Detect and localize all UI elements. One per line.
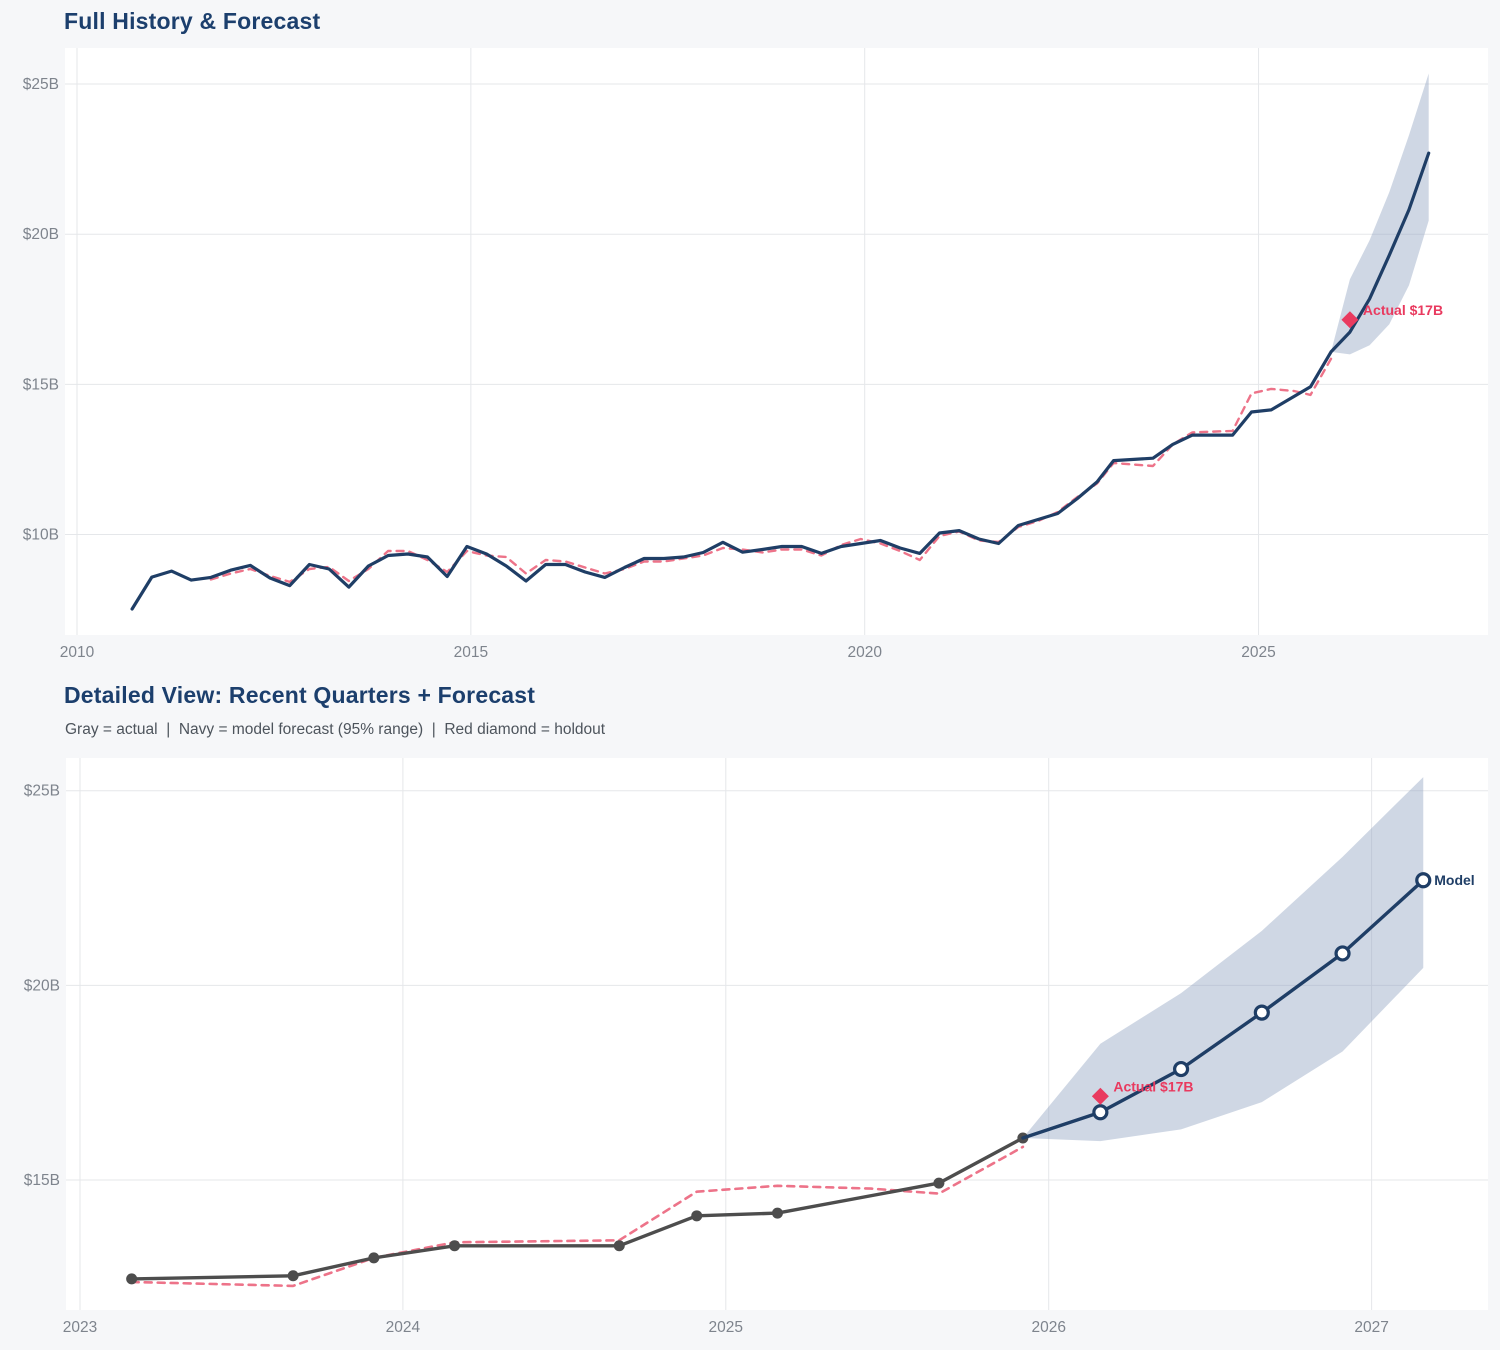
x-axis-tick-labels: 2010 2015 2020 2025 xyxy=(60,644,1276,661)
model-series-label: Model xyxy=(1434,872,1474,888)
actual-point-marker xyxy=(368,1252,380,1264)
x-tick-label: 2020 xyxy=(847,644,882,661)
x-axis-tick-labels: 2023 2024 2025 2026 2027 xyxy=(63,1319,1389,1336)
holdout-annotation-label: Actual $17B xyxy=(1363,302,1443,318)
y-axis-tick-labels: $10B $15B $20B $25B xyxy=(23,76,59,543)
x-tick-label: 2027 xyxy=(1354,1319,1388,1336)
chart-detailed-recent-quarters: Model Actual $17B 2023 2024 2025 2026 2027 $15B… xyxy=(24,758,1488,1336)
forecast-point-marker xyxy=(1092,1104,1109,1121)
x-tick-label: 2024 xyxy=(386,1319,421,1336)
series-markers-model-forecast xyxy=(1092,872,1432,1121)
x-tick-label: 2015 xyxy=(454,644,488,661)
bottom-chart-legend-subtitle: Gray = actual | Navy = model forecast (9… xyxy=(65,721,606,738)
holdout-annotation-label: Actual $17B xyxy=(1113,1078,1193,1094)
forecast-point-marker xyxy=(1415,872,1432,889)
y-tick-label: $25B xyxy=(24,783,60,800)
gridlines xyxy=(66,758,1488,1310)
forecast-point-marker xyxy=(1172,1060,1190,1078)
y-tick-label: $10B xyxy=(23,527,59,544)
plot-area xyxy=(65,48,1488,635)
series-markers-actual-recent-quarters xyxy=(126,1132,1029,1285)
forecast-confidence-band xyxy=(1331,73,1429,355)
gridlines xyxy=(65,48,1488,635)
bottom-chart-title: Detailed View: Recent Quarters + Forecas… xyxy=(64,682,536,708)
series-line-model-forecast xyxy=(1021,878,1425,1140)
actual-point-marker xyxy=(933,1177,945,1189)
x-tick-label: 2026 xyxy=(1031,1319,1065,1336)
series-line-actual-history-plus-forecast xyxy=(130,151,1431,611)
forecast-point-marker xyxy=(1334,945,1351,962)
y-tick-label: $15B xyxy=(23,376,59,393)
y-tick-label: $20B xyxy=(23,226,59,243)
actual-point-marker xyxy=(613,1240,625,1252)
x-tick-label: 2025 xyxy=(709,1319,743,1336)
y-axis-tick-labels: $15B $20B $25B xyxy=(24,783,60,1189)
forecast-confidence-band xyxy=(1022,777,1424,1142)
x-tick-label: 2023 xyxy=(63,1319,97,1336)
actual-point-marker xyxy=(691,1210,703,1222)
actual-point-marker xyxy=(449,1240,461,1252)
y-tick-label: $20B xyxy=(24,977,60,994)
x-tick-label: 2010 xyxy=(60,644,95,661)
top-chart-title: Full History & Forecast xyxy=(64,8,321,34)
x-tick-label: 2025 xyxy=(1241,644,1275,661)
holdout-diamond-marker xyxy=(1341,311,1359,329)
actual-point-marker xyxy=(287,1270,299,1282)
forecast-point-marker xyxy=(1253,1004,1270,1021)
y-tick-label: $25B xyxy=(23,76,59,93)
actual-point-marker xyxy=(771,1207,783,1219)
holdout-diamond-marker xyxy=(1091,1087,1109,1105)
y-tick-label: $15B xyxy=(24,1172,60,1189)
actual-point-marker xyxy=(126,1273,138,1285)
